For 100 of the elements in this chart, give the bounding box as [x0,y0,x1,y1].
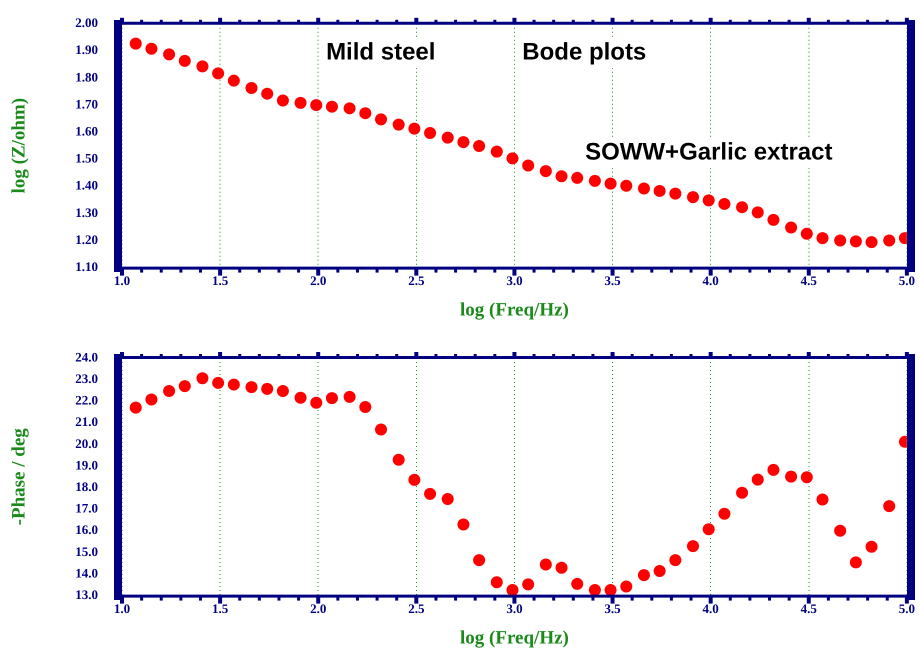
x-tick-label: 2.5 [408,272,425,288]
point [522,578,534,590]
point [145,42,158,55]
point [408,474,420,486]
point [375,113,388,126]
x-tick-label: 3.5 [604,272,622,288]
point [408,122,420,135]
point [816,493,828,506]
point [276,385,289,398]
annotation: Bode plots [522,38,646,66]
x-tick-label: 1.5 [212,272,229,288]
point [816,232,828,244]
x-tick-label: 3.0 [506,600,523,616]
x-tick-label: 4.0 [702,272,719,288]
point [638,182,650,194]
point [294,392,307,404]
point [604,584,617,596]
point [130,38,142,50]
point [604,178,617,190]
point [246,381,258,394]
point [800,471,813,484]
point [130,402,142,414]
y-tick-label: 17.0 [75,500,98,516]
point [850,556,862,568]
point [442,132,454,144]
point [752,206,764,218]
point [540,165,552,178]
point [276,94,289,106]
point [556,170,568,182]
point [326,100,338,113]
y-tick-label: 15.0 [75,544,98,559]
point [669,554,682,566]
y-tick-label: 16.0 [75,522,98,538]
point [163,385,176,398]
point [883,234,896,247]
point [686,540,699,552]
y-tick-label: 1.60 [75,124,98,139]
point [669,188,682,200]
point [588,174,601,187]
point [620,580,632,593]
y-tick-label: 18.0 [75,478,98,494]
x-axis-title: log (Freq/Hz) [460,628,569,649]
y-tick-label: 1.20 [75,232,98,247]
point [145,393,158,406]
point [571,172,584,184]
point [654,564,666,577]
x-tick-label: 2.5 [408,600,425,616]
y-tick-label: 2.00 [75,15,98,30]
x-tick-label: 1.0 [114,272,130,288]
y-tick-label: 21.0 [75,414,98,430]
point [850,235,862,248]
point [261,88,274,100]
point [424,126,436,139]
point [767,214,780,226]
point [571,578,584,590]
point [686,191,699,204]
point [228,378,240,391]
x-tick-label: 3.0 [506,272,523,288]
y-tick-label: 19.0 [75,457,98,472]
y-tick-label: 14.0 [75,565,98,580]
point [196,372,208,384]
point [178,380,191,392]
point [359,107,372,120]
y-tick-label: 20.0 [75,436,98,451]
point [310,99,322,112]
x-tick-label: 5.0 [898,272,915,288]
point [359,401,372,414]
point [638,569,650,582]
y-tick-label: 13.0 [75,586,98,602]
point [736,201,748,214]
point [718,508,730,520]
y-tick-label: 24.0 [75,349,98,364]
x-tick-label: 4.0 [702,600,719,616]
point [522,159,534,172]
point [392,454,405,466]
point [326,392,338,404]
point [736,486,748,499]
point [457,518,470,531]
point [442,493,454,506]
point [588,584,601,596]
x-tick-label: 4.5 [800,600,818,616]
point [556,562,568,574]
point [196,60,208,72]
x-tick-label: 1.0 [114,600,130,616]
point [246,82,258,94]
point [473,140,486,152]
x-tick-label: 2.0 [310,272,326,288]
y-axis-title: log (Z/ohm) [8,98,30,194]
point [375,423,388,436]
point [228,74,240,87]
x-axis-title: log (Freq/Hz) [460,300,569,321]
point [785,222,798,234]
point [392,118,405,131]
point [702,194,715,206]
point [718,198,730,210]
point [752,474,764,486]
point [457,136,470,148]
y-tick-label: 1.80 [75,69,98,84]
point [473,554,486,566]
y-axis-title: -Phase / deg [8,428,30,526]
